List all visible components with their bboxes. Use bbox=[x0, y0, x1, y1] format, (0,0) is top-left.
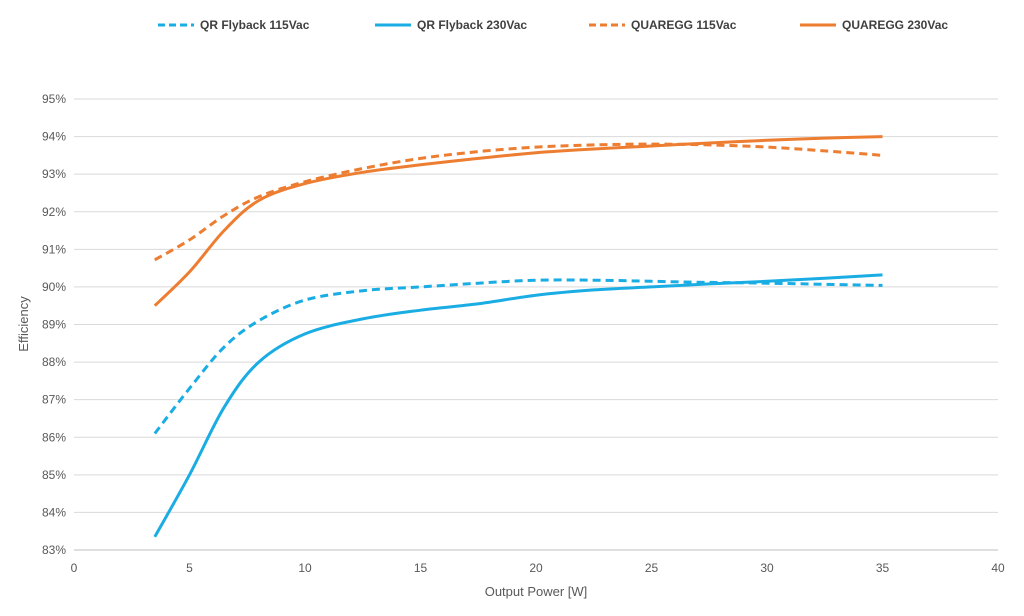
legend: QR Flyback 115Vac QR Flyback 230Vac QUAREG… bbox=[158, 18, 948, 32]
y-tick-label: 84% bbox=[42, 505, 66, 519]
y-tick-label: 95% bbox=[42, 92, 66, 106]
y-tick-label: 83% bbox=[42, 543, 66, 557]
x-tick-label: 15 bbox=[414, 561, 428, 575]
x-tick-label: 30 bbox=[760, 561, 774, 575]
x-axis-title: Output Power [W] bbox=[485, 584, 588, 599]
legend-label: QUAREGG 230Vac bbox=[842, 18, 948, 32]
y-tick-label: 88% bbox=[42, 355, 66, 369]
legend-label: QR Flyback 230Vac bbox=[417, 18, 527, 32]
x-tick-label: 5 bbox=[186, 561, 193, 575]
y-tick-label: 91% bbox=[42, 242, 66, 256]
y-tick-label: 93% bbox=[42, 167, 66, 181]
y-tick-label: 85% bbox=[42, 468, 66, 482]
legend-label: QUAREGG 115Vac bbox=[631, 18, 737, 32]
x-tick-label: 20 bbox=[529, 561, 543, 575]
x-tick-label: 10 bbox=[298, 561, 312, 575]
y-tick-label: 90% bbox=[42, 280, 66, 294]
x-tick-label: 40 bbox=[991, 561, 1005, 575]
series-layer bbox=[153, 135, 883, 538]
x-tick-label: 25 bbox=[645, 561, 659, 575]
legend-label: QR Flyback 115Vac bbox=[200, 18, 310, 32]
y-tick-label: 94% bbox=[42, 130, 66, 144]
x-tick-label: 35 bbox=[876, 561, 890, 575]
gridlines bbox=[74, 98, 998, 551]
y-axis-title: Efficiency bbox=[16, 296, 31, 352]
y-axis-ticks: 83% 84% 85% 86% 87% 88% 89% 90% 91% 92% 93% 94% 95% bbox=[42, 92, 66, 557]
series-line-quaregg-115vac bbox=[154, 142, 883, 262]
y-tick-label: 87% bbox=[42, 393, 66, 407]
x-axis-ticks: 0 5 10 15 20 25 30 35 40 bbox=[71, 561, 1005, 575]
series-line-qr-flyback-230vac bbox=[153, 273, 883, 538]
y-tick-label: 89% bbox=[42, 318, 66, 332]
x-tick-label: 0 bbox=[71, 561, 78, 575]
y-tick-label: 92% bbox=[42, 205, 66, 219]
series-line-quaregg-230vac bbox=[153, 135, 883, 307]
y-tick-label: 86% bbox=[42, 430, 66, 444]
